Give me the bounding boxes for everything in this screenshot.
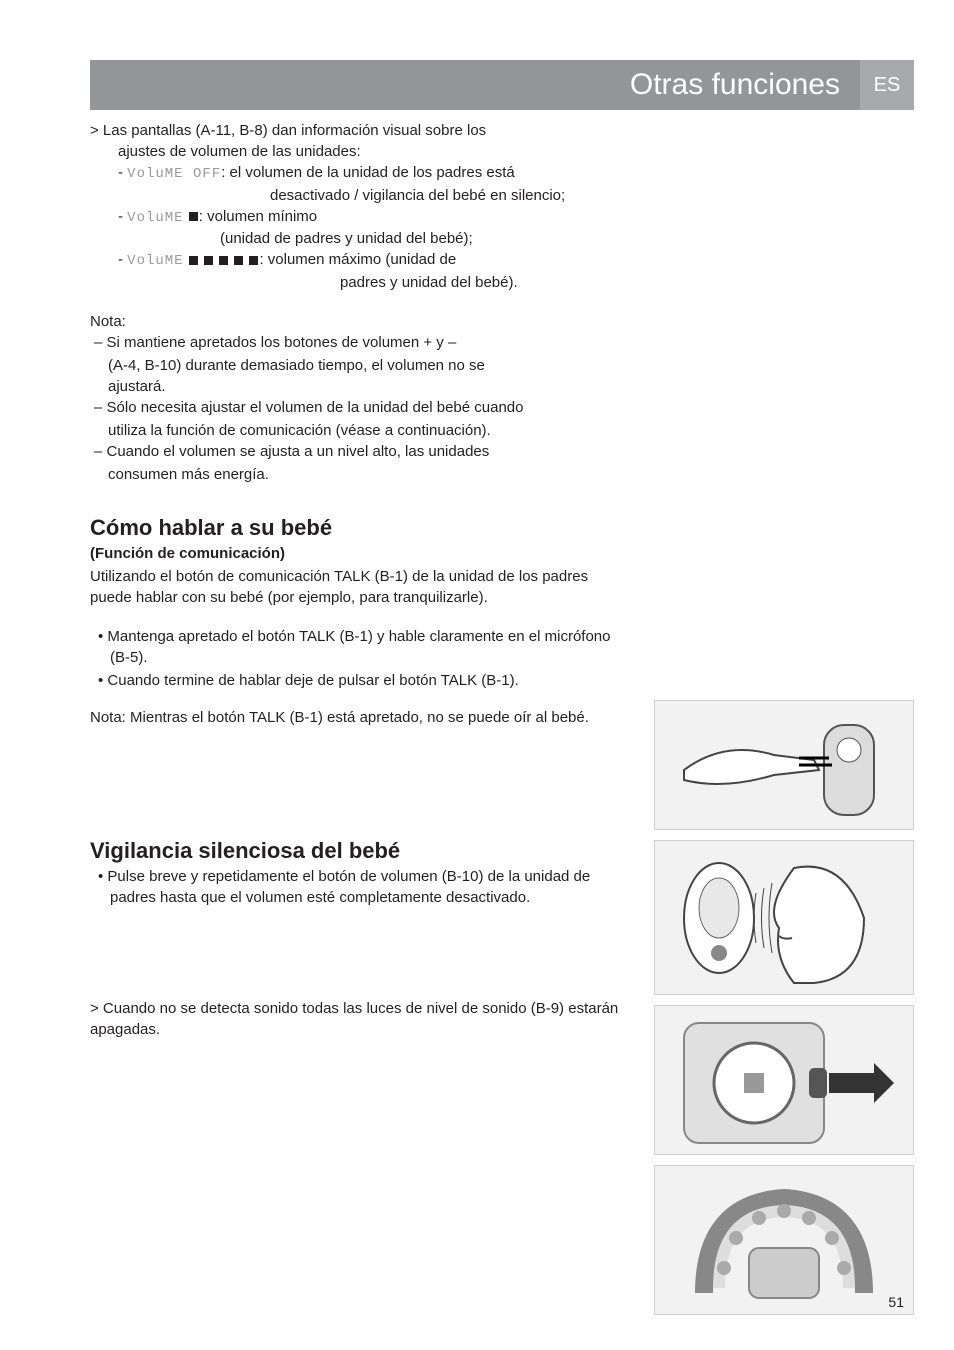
illustration-column [654, 700, 914, 1315]
talk-subheading: (Función de comunicación) [90, 543, 630, 564]
page-number: 51 [888, 1294, 904, 1310]
silent-heading: Vigilancia silenciosa del bebé [90, 838, 630, 864]
nota-title: Nota: [90, 311, 630, 332]
talk-heading: Cómo hablar a su bebé [90, 515, 630, 541]
illustration-speak-into-unit [654, 840, 914, 995]
vol-max-text: : volumen máximo (unidad de [259, 251, 456, 268]
sound-lights-icon [664, 1173, 904, 1308]
illustration-sound-lights [654, 1165, 914, 1315]
volume-off-line: - VoluME OFF: el volumen de la unidad de… [90, 162, 630, 185]
silent-bullet-1: • Pulse breve y repetidamente el botón d… [90, 866, 630, 908]
nota-item-2a: – Sólo necesita ajustar el volumen de la… [90, 397, 630, 418]
talk-bullet-2: • Cuando termine de hablar deje de pulsa… [90, 670, 630, 691]
talk-note: Nota: Mientras el botón TALK (B-1) está … [90, 707, 630, 728]
nota-item-1a: – Si mantiene apretados los botones de v… [90, 332, 630, 353]
volume-max-line: - VoluME : volumen máximo (unidad de [90, 249, 630, 272]
nota-item-1b: (A-4, B-10) durante demasiado tiempo, el… [90, 355, 630, 376]
seg-display-max: VoluME [127, 253, 183, 269]
volume-bar-icon [189, 212, 198, 221]
nota-item-2b: utiliza la función de comunicación (véas… [90, 420, 630, 441]
seg-display-off: VoluME OFF [127, 166, 221, 182]
seg-display-min: VoluME [127, 210, 183, 226]
volume-button-icon [664, 1013, 904, 1148]
speaking-icon [664, 848, 904, 988]
language-code: ES [874, 74, 901, 97]
talk-paragraph: Utilizando el botón de comunicación TALK… [90, 566, 630, 608]
illustration-volume-button [654, 1005, 914, 1155]
intro-line-1: > Las pantallas (A-11, B-8) dan informac… [90, 120, 630, 141]
vol-off-text: : el volumen de la unidad de los padres … [221, 164, 515, 181]
language-tab: ES [860, 60, 914, 110]
volume-bar-icon [249, 256, 258, 265]
vol-min-text: : volumen mínimo [199, 208, 317, 225]
intro-line-2: ajustes de volumen de las unidades: [90, 141, 630, 162]
screen-info-block: > Las pantallas (A-11, B-8) dan informac… [90, 120, 630, 293]
hand-press-icon [664, 710, 904, 820]
main-content: > Las pantallas (A-11, B-8) dan informac… [90, 120, 630, 1058]
nota-item-3b: consumen más energía. [90, 464, 630, 485]
volume-bar-icon [234, 256, 243, 265]
vol-max-sub: padres y unidad del bebé). [90, 272, 630, 293]
nota-item-3a: – Cuando el volumen se ajusta a un nivel… [90, 441, 630, 462]
volume-bar-icon [204, 256, 213, 265]
volume-bar-icon [219, 256, 228, 265]
header-title: Otras funciones [630, 68, 840, 102]
spacer [90, 768, 630, 838]
talk-bullet-1: • Mantenga apretado el botón TALK (B-1) … [90, 626, 630, 668]
illustration-hand-press-talk [654, 700, 914, 830]
vol-off-sub: desactivado / vigilancia del bebé en sil… [90, 185, 630, 206]
page-header: Otras funciones ES [90, 60, 914, 110]
vol-min-sub: (unidad de padres y unidad del bebé); [90, 228, 630, 249]
header-bar: Otras funciones [90, 60, 860, 110]
volume-bar-icon [189, 256, 198, 265]
nota-block: Nota: – Si mantiene apretados los botone… [90, 311, 630, 485]
volume-min-line: - VoluME : volumen mínimo [90, 206, 630, 229]
nota-item-1c: ajustará. [90, 376, 630, 397]
silent-result: > Cuando no se detecta sonido todas las … [90, 998, 630, 1040]
